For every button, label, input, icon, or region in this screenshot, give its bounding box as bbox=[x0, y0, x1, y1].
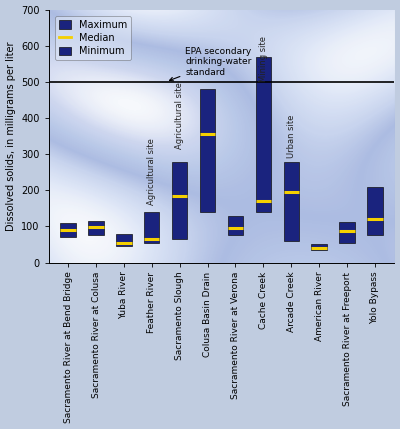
Text: Mining site: Mining site bbox=[259, 36, 268, 82]
Legend: Maximum, Median, Minimum: Maximum, Median, Minimum bbox=[55, 16, 131, 60]
Bar bbox=[284, 162, 299, 241]
Text: Agricultural site: Agricultural site bbox=[147, 138, 156, 205]
Bar bbox=[88, 221, 104, 236]
Bar bbox=[116, 234, 132, 246]
Bar bbox=[144, 212, 160, 243]
Text: Agricultural site: Agricultural site bbox=[175, 82, 184, 149]
Bar bbox=[367, 187, 382, 236]
Y-axis label: Dissolved solids, in milligrams per liter: Dissolved solids, in milligrams per lite… bbox=[6, 41, 16, 231]
Bar bbox=[339, 222, 355, 243]
Bar bbox=[312, 245, 327, 250]
Bar bbox=[200, 89, 215, 212]
Text: Urban site: Urban site bbox=[287, 115, 296, 158]
Bar bbox=[60, 223, 76, 237]
Bar bbox=[172, 162, 187, 239]
Bar bbox=[256, 57, 271, 212]
Text: EPA secondary
drinking-water
standard: EPA secondary drinking-water standard bbox=[170, 47, 252, 81]
Bar bbox=[228, 216, 243, 236]
